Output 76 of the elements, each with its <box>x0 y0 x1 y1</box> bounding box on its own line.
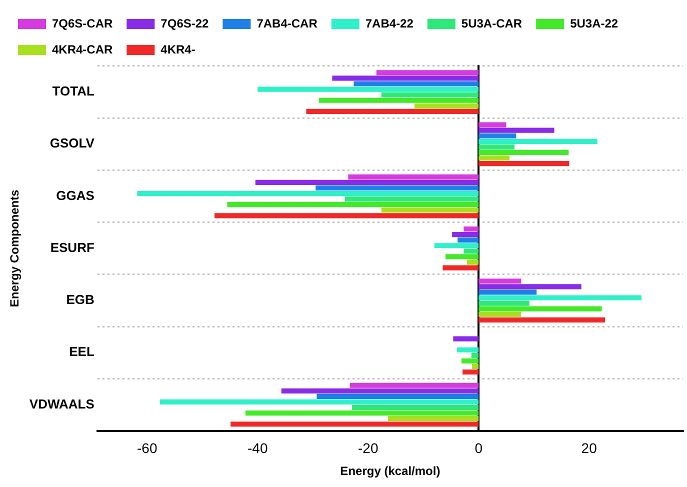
y-tick-label: GSOLV <box>50 136 95 151</box>
legend-label: 5U3A-CAR <box>461 16 522 30</box>
bar <box>318 98 479 103</box>
bar <box>464 248 479 254</box>
bar <box>478 138 598 144</box>
bar <box>478 150 569 156</box>
bar <box>452 232 479 238</box>
bar <box>478 155 510 161</box>
bar <box>471 352 479 358</box>
bar <box>214 213 479 218</box>
y-tick-label: GGAS <box>56 188 95 203</box>
bar <box>316 185 479 191</box>
bar <box>137 190 479 196</box>
bar <box>462 369 479 375</box>
x-tick-label: 20 <box>581 440 598 456</box>
bar <box>316 394 479 399</box>
bar <box>478 295 642 300</box>
y-tick-label: EEL <box>69 344 94 360</box>
bar <box>442 265 479 270</box>
x-tick-label: -40 <box>247 440 268 456</box>
y-tick-label: EGB <box>66 292 94 308</box>
bar <box>344 196 479 202</box>
bar <box>478 317 606 322</box>
bar <box>434 243 479 248</box>
y-tick-label: ESURF <box>50 240 94 255</box>
bar <box>453 336 479 342</box>
bar <box>332 76 479 81</box>
legend-label: 5U3A-22 <box>570 16 618 30</box>
bar <box>230 422 479 427</box>
bar <box>258 86 479 92</box>
bar <box>478 278 522 284</box>
y-axis-title: Energy Components <box>8 189 22 308</box>
x-axis-title: Energy (kcal/mol) <box>340 464 440 478</box>
legend-label: 7Q6S-CAR <box>52 16 114 30</box>
bar <box>245 410 479 416</box>
x-tick-label: -20 <box>358 440 378 456</box>
bar <box>350 382 479 388</box>
legend-label: 7AB4-22 <box>365 16 414 30</box>
bar <box>381 208 479 213</box>
bar <box>461 358 479 364</box>
legend-label: 4KR4-CAR <box>52 42 114 56</box>
bar <box>388 416 479 422</box>
bar <box>478 284 582 290</box>
bar <box>381 92 479 98</box>
bar <box>478 300 530 306</box>
legend-label: 7Q6S-22 <box>160 16 210 30</box>
y-tick-label: TOTAL <box>52 84 94 99</box>
legend-label: 4KR4- <box>160 42 196 56</box>
bar <box>160 399 479 405</box>
bar <box>414 103 479 108</box>
bar <box>478 161 570 166</box>
bar <box>255 180 479 185</box>
y-tick-label: VDWAALS <box>29 396 95 412</box>
bar <box>457 347 479 352</box>
bar <box>478 312 522 317</box>
bar <box>227 202 479 208</box>
bar <box>352 404 479 410</box>
bar <box>464 226 479 232</box>
bar <box>445 254 479 260</box>
bar <box>354 81 479 86</box>
x-tick-label: -60 <box>137 440 158 456</box>
bar <box>478 290 537 295</box>
bar <box>376 70 479 76</box>
bar <box>478 128 554 133</box>
bar <box>478 133 516 138</box>
bar <box>478 144 514 150</box>
bar <box>348 174 479 180</box>
bar <box>466 260 479 265</box>
bar <box>281 388 479 394</box>
bar <box>478 306 602 312</box>
legend-label: 7AB4-CAR <box>256 16 318 30</box>
x-tick-label: 0 <box>474 440 483 456</box>
bar <box>306 108 479 114</box>
bar <box>458 238 479 243</box>
bar <box>478 122 506 128</box>
bar <box>472 364 479 370</box>
